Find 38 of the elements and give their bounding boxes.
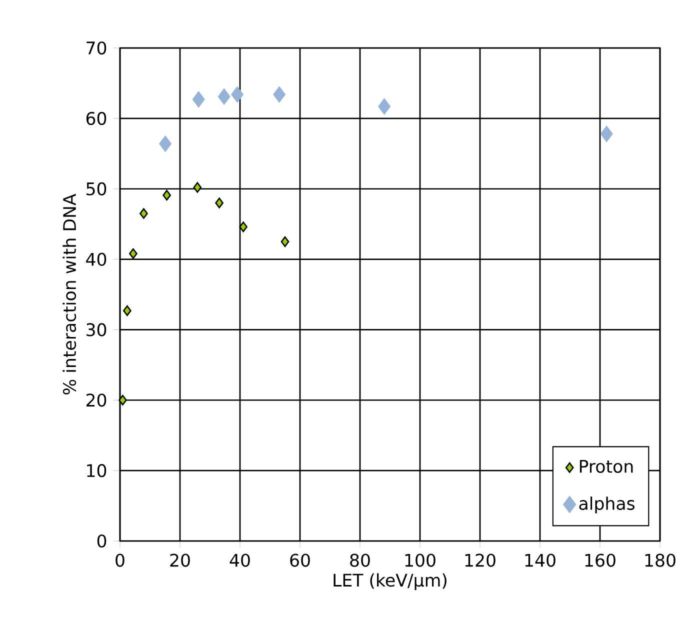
legend-label: Proton: [580, 460, 633, 473]
y-tick-label: 10: [87, 464, 106, 478]
point: [118, 394, 127, 406]
x-tick-label: 160: [585, 554, 616, 567]
point: [239, 222, 248, 232]
point: [192, 91, 205, 108]
y-tick-label: 0: [97, 534, 106, 548]
x-tick-label: 40: [230, 554, 250, 567]
x-tick-label: 140: [525, 554, 556, 567]
point: [273, 86, 286, 103]
y-tick-label: 60: [86, 112, 106, 125]
point: [123, 305, 132, 316]
y-tick-label: 50: [86, 182, 106, 196]
x-axis-title: LET (keV/µm): [334, 573, 446, 590]
y-tick-label: 70: [86, 41, 106, 55]
point: [140, 208, 148, 219]
point: [129, 248, 138, 259]
point: [280, 236, 290, 248]
x-tick-label: 60: [290, 554, 310, 567]
point: [162, 190, 171, 201]
legend-label: alphas: [579, 496, 634, 514]
x-tick-label: 0: [116, 554, 124, 567]
x-tick-label: 120: [465, 554, 496, 567]
y-axis-title: % interaction with DNA: [62, 194, 76, 394]
y-tick-label: 20: [86, 394, 106, 407]
point: [215, 198, 224, 208]
point: [378, 98, 391, 115]
point: [193, 182, 202, 193]
x-tick-label: 80: [350, 554, 370, 567]
x-tick-label: 100: [405, 554, 436, 567]
x-tick-label: 20: [170, 554, 190, 567]
point: [231, 86, 244, 103]
point: [218, 88, 230, 105]
x-tick-label: 180: [645, 554, 676, 567]
point: [159, 136, 172, 152]
point: [600, 126, 613, 142]
y-tick-label: 30: [86, 323, 106, 336]
y-tick-label: 40: [86, 252, 106, 266]
